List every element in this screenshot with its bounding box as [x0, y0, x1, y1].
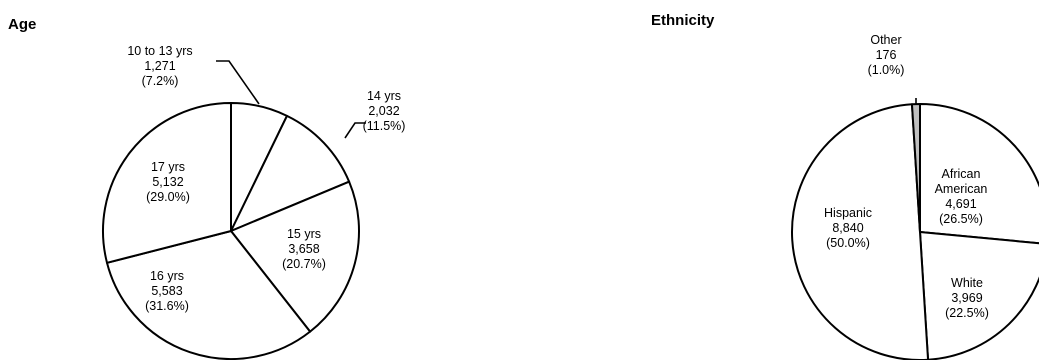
age-14-yrs-label: 14 yrs — [367, 89, 401, 103]
ethnicity-hispanic-slice — [791, 103, 930, 360]
ethnicity-hispanic-label: Hispanic — [824, 206, 872, 220]
age-14-yrs-percent: (11.5%) — [363, 119, 406, 133]
ethnicity-african-american-label-line2: American — [935, 182, 988, 196]
age-16-yrs-count: 5,583 — [151, 284, 182, 298]
ethnicity-other-count: 176 — [876, 48, 897, 62]
ethnicity-white-slice — [919, 231, 1039, 360]
ethnicity-white-label: White — [951, 276, 983, 290]
age-15-yrs-slice — [230, 180, 360, 333]
age-15-yrs-count: 3,658 — [288, 242, 319, 256]
ethnicity-hispanic-percent: (50.0%) — [826, 236, 870, 250]
age-chart-title: Age — [8, 16, 37, 33]
age-14-yrs-leader-line — [344, 122, 366, 139]
age-16-yrs-percent: (31.6%) — [145, 299, 189, 313]
age-10-to-13-yrs-count: 1,271 — [144, 59, 175, 73]
age-17-yrs-percent: (29.0%) — [146, 190, 190, 204]
ethnicity-other-label: Other — [870, 33, 901, 47]
ethnicity-white-count: 3,969 — [951, 291, 982, 305]
ethnicity-white-percent: (22.5%) — [945, 306, 989, 320]
age-15-yrs-label: 15 yrs — [287, 227, 321, 241]
age-10-to-13-yrs-percent: (7.2%) — [142, 74, 179, 88]
ethnicity-other-slice — [910, 103, 921, 233]
age-16-yrs-label: 16 yrs — [150, 269, 184, 283]
ethnicity-chart-title: Ethnicity — [651, 12, 715, 29]
age-14-yrs-count: 2,032 — [368, 104, 399, 118]
age-10-to-13-yrs-label: 10 to 13 yrs — [127, 44, 192, 58]
ethnicity-african-american-slice — [919, 103, 1039, 245]
ethnicity-african-american-percent: (26.5%) — [939, 212, 983, 226]
age-17-yrs-count: 5,132 — [152, 175, 183, 189]
age-17-yrs-label: 17 yrs — [151, 160, 185, 174]
age-17-yrs-slice — [102, 102, 232, 264]
ethnicity-hispanic-count: 8,840 — [832, 221, 863, 235]
age-16-yrs-slice — [106, 230, 312, 360]
age-10-to-13-yrs-leader-line — [216, 60, 260, 105]
ethnicity-african-american-label-line1: African — [942, 167, 981, 181]
age-15-yrs-percent: (20.7%) — [282, 257, 326, 271]
ethnicity-other-percent: (1.0%) — [868, 63, 905, 77]
age-14-yrs-slice — [230, 114, 351, 232]
ethnicity-african-american-count: 4,691 — [945, 197, 976, 211]
